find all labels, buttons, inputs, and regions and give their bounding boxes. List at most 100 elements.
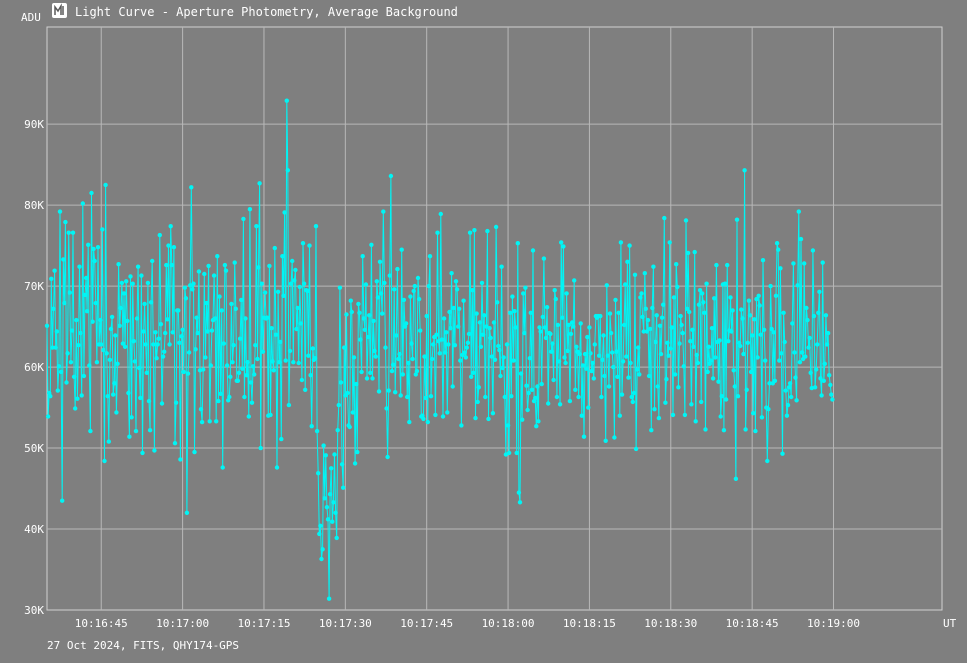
data-point: [689, 402, 694, 407]
data-point: [205, 329, 210, 334]
data-point: [91, 246, 96, 252]
data-point: [476, 385, 481, 390]
x-tick-label: 10:17:00: [156, 617, 209, 630]
data-point: [477, 320, 483, 325]
data-point: [659, 315, 665, 320]
data-point: [616, 310, 621, 315]
data-point: [456, 324, 461, 329]
data-point: [257, 181, 262, 186]
data-point: [281, 293, 286, 298]
data-point: [667, 240, 672, 245]
data-point: [752, 317, 757, 322]
data-point: [354, 381, 359, 387]
data-point: [299, 377, 305, 383]
data-point: [256, 265, 261, 270]
data-point: [802, 261, 807, 266]
data-point: [429, 356, 435, 362]
data-point: [326, 596, 332, 601]
x-tick-label: 10:19:00: [807, 617, 860, 630]
data-point: [242, 394, 247, 400]
data-point: [324, 505, 330, 510]
data-point: [478, 344, 484, 349]
data-point: [534, 424, 539, 429]
data-point: [572, 278, 577, 283]
data-point: [522, 330, 527, 336]
data-point: [183, 296, 189, 301]
data-point: [129, 415, 134, 420]
data-point: [483, 394, 488, 400]
data-point: [92, 258, 97, 264]
data-point: [333, 510, 338, 515]
data-point: [295, 305, 300, 311]
data-point: [196, 269, 202, 274]
data-point: [345, 390, 350, 396]
data-point: [485, 228, 490, 234]
data-point: [52, 268, 57, 273]
data-point: [723, 397, 729, 402]
data-point: [817, 289, 822, 294]
data-point: [521, 291, 526, 296]
data-point: [824, 342, 830, 347]
data-point: [620, 359, 626, 364]
data-point: [799, 350, 805, 355]
data-point: [316, 471, 321, 476]
data-point: [247, 207, 253, 212]
data-point: [670, 412, 676, 418]
data-point: [633, 446, 639, 452]
data-point: [137, 365, 142, 371]
data-point: [111, 392, 116, 397]
data-point: [124, 279, 129, 284]
x-axis-label: UT: [943, 617, 957, 630]
data-point: [533, 395, 538, 401]
data-point: [414, 368, 420, 374]
data-point: [338, 380, 344, 385]
data-point: [818, 376, 823, 381]
data-point: [786, 385, 792, 390]
data-point: [739, 307, 744, 312]
data-point: [162, 349, 167, 354]
data-point: [363, 282, 369, 287]
data-point: [758, 332, 763, 337]
data-point: [374, 279, 379, 284]
data-point: [630, 399, 635, 405]
data-point: [347, 424, 352, 430]
data-point: [761, 327, 767, 332]
data-point: [223, 268, 229, 273]
data-point: [294, 326, 299, 332]
data-point: [426, 283, 432, 289]
data-point: [142, 301, 147, 307]
data-point: [427, 254, 433, 259]
data-point: [190, 287, 195, 292]
data-point: [773, 293, 779, 298]
data-point: [313, 224, 319, 229]
data-point: [236, 370, 242, 375]
data-point: [209, 328, 215, 333]
data-point: [713, 355, 718, 360]
data-point: [139, 273, 144, 278]
data-point: [674, 262, 679, 267]
data-point: [552, 288, 557, 293]
data-point: [398, 393, 403, 398]
data-point: [804, 305, 809, 311]
data-point: [687, 309, 692, 315]
data-point: [127, 434, 132, 439]
data-point: [805, 317, 810, 323]
data-point: [472, 228, 477, 233]
data-point: [538, 329, 543, 334]
data-point: [119, 280, 125, 286]
data-point: [437, 351, 442, 356]
x-tick-label: 10:18:30: [644, 617, 697, 630]
data-point: [759, 415, 765, 420]
data-point: [166, 243, 171, 248]
data-point: [150, 258, 155, 264]
data-point: [82, 292, 88, 298]
y-tick-label: 60K: [24, 361, 44, 374]
data-point: [495, 300, 500, 305]
data-point: [504, 342, 510, 347]
data-point: [710, 376, 716, 381]
data-point: [274, 465, 280, 470]
data-point: [109, 314, 115, 320]
data-point: [500, 365, 505, 371]
data-point: [550, 341, 555, 346]
